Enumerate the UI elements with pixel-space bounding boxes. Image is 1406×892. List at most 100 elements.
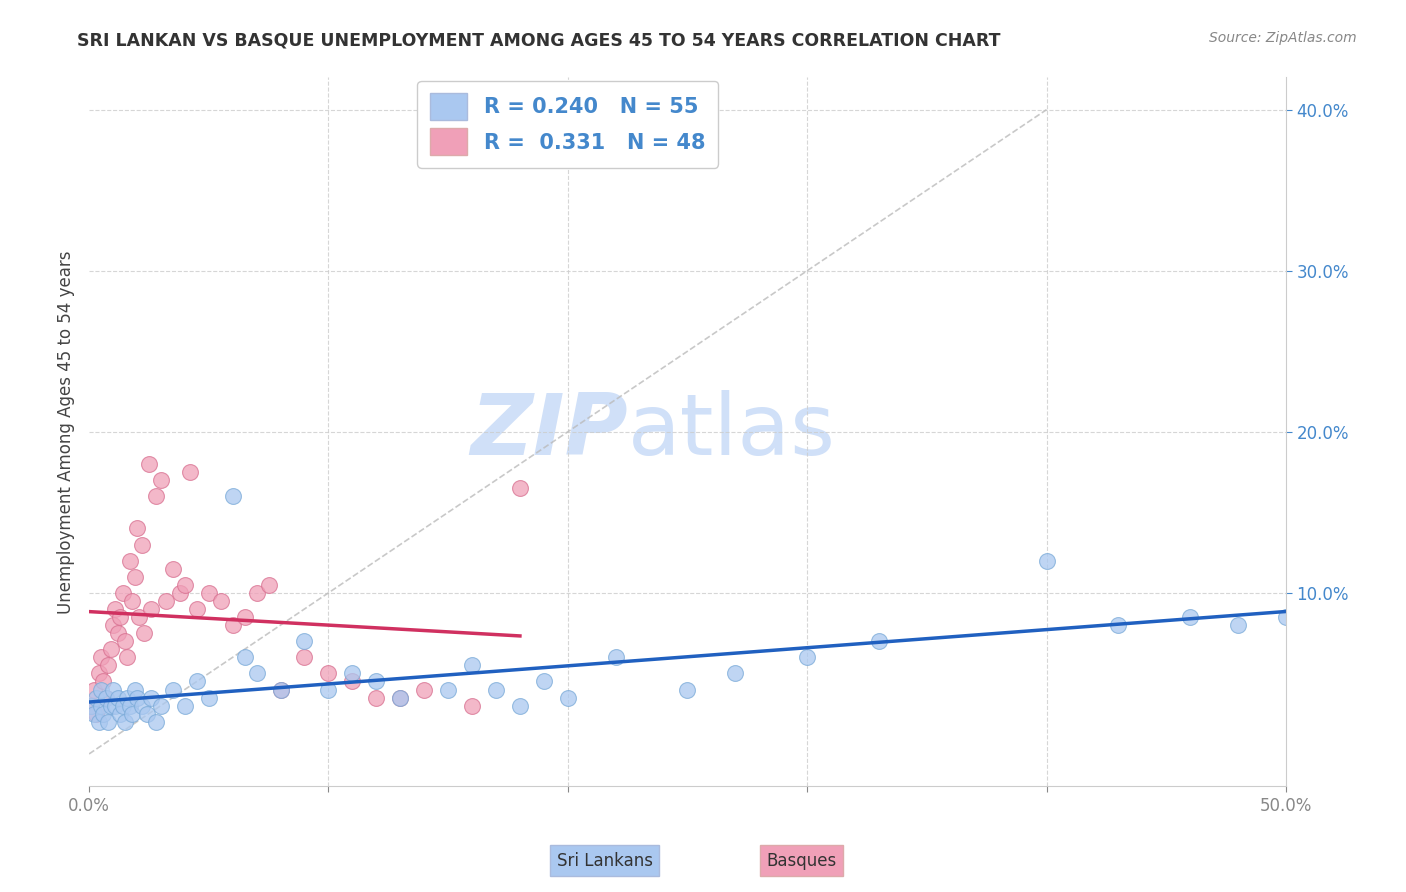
- Legend: R = 0.240   N = 55, R =  0.331   N = 48: R = 0.240 N = 55, R = 0.331 N = 48: [418, 81, 718, 168]
- Point: [108, 706, 131, 721]
- Point: [138, 457, 160, 471]
- Point: [209, 594, 232, 608]
- Point: [868, 634, 890, 648]
- Point: [97, 714, 120, 729]
- Point: [270, 682, 292, 697]
- Point: [461, 658, 484, 673]
- Point: [94, 690, 117, 705]
- Point: [104, 698, 127, 713]
- Point: [104, 602, 127, 616]
- Text: ZIP: ZIP: [470, 391, 627, 474]
- Point: [676, 682, 699, 697]
- Text: Source: ZipAtlas.com: Source: ZipAtlas.com: [1209, 31, 1357, 45]
- Point: [83, 682, 105, 697]
- Point: [389, 690, 412, 705]
- Point: [221, 618, 243, 632]
- Point: [93, 674, 115, 689]
- Point: [186, 602, 208, 616]
- Point: [121, 706, 143, 721]
- Text: SRI LANKAN VS BASQUE UNEMPLOYMENT AMONG AGES 45 TO 54 YEARS CORRELATION CHART: SRI LANKAN VS BASQUE UNEMPLOYMENT AMONG …: [77, 31, 1001, 49]
- Text: Basques: Basques: [766, 852, 837, 870]
- Text: atlas: atlas: [627, 391, 835, 474]
- Point: [257, 578, 280, 592]
- Point: [162, 682, 184, 697]
- Point: [796, 650, 818, 665]
- Point: [1107, 618, 1129, 632]
- Point: [437, 682, 460, 697]
- Point: [233, 610, 256, 624]
- Point: [145, 489, 167, 503]
- Point: [197, 690, 219, 705]
- Point: [141, 690, 163, 705]
- Point: [80, 698, 103, 713]
- Point: [1227, 618, 1250, 632]
- Point: [118, 554, 141, 568]
- Point: [246, 586, 269, 600]
- Point: [605, 650, 627, 665]
- Point: [135, 706, 157, 721]
- Point: [131, 537, 153, 551]
- Point: [80, 698, 103, 713]
- Point: [1178, 610, 1201, 624]
- Point: [134, 626, 156, 640]
- Point: [100, 642, 122, 657]
- Point: [87, 666, 110, 681]
- Point: [485, 682, 508, 697]
- Point: [141, 602, 163, 616]
- Point: [101, 618, 124, 632]
- Point: [173, 698, 195, 713]
- Point: [389, 690, 412, 705]
- Point: [724, 666, 747, 681]
- Point: [107, 626, 129, 640]
- Point: [114, 634, 136, 648]
- Point: [533, 674, 555, 689]
- Point: [557, 690, 579, 705]
- Point: [84, 706, 107, 721]
- Point: [125, 521, 148, 535]
- Point: [318, 666, 340, 681]
- Point: [246, 666, 269, 681]
- Point: [145, 714, 167, 729]
- Point: [117, 650, 139, 665]
- Point: [90, 698, 112, 713]
- Point: [121, 594, 143, 608]
- Point: [149, 473, 172, 487]
- Point: [100, 698, 122, 713]
- Point: [461, 698, 484, 713]
- Text: Sri Lankans: Sri Lankans: [557, 852, 652, 870]
- Point: [107, 690, 129, 705]
- Point: [509, 698, 531, 713]
- Point: [197, 586, 219, 600]
- Point: [1035, 554, 1057, 568]
- Point: [94, 690, 117, 705]
- Point: [124, 682, 146, 697]
- Point: [169, 586, 191, 600]
- Point: [509, 481, 531, 495]
- Point: [318, 682, 340, 697]
- Y-axis label: Unemployment Among Ages 45 to 54 years: Unemployment Among Ages 45 to 54 years: [58, 250, 75, 614]
- Point: [342, 666, 364, 681]
- Point: [186, 674, 208, 689]
- Point: [233, 650, 256, 665]
- Point: [128, 610, 150, 624]
- Point: [111, 586, 134, 600]
- Point: [101, 682, 124, 697]
- Point: [90, 650, 112, 665]
- Point: [90, 682, 112, 697]
- Point: [221, 489, 243, 503]
- Point: [179, 465, 201, 479]
- Point: [93, 706, 115, 721]
- Point: [342, 674, 364, 689]
- Point: [83, 706, 105, 721]
- Point: [413, 682, 436, 697]
- Point: [117, 690, 139, 705]
- Point: [149, 698, 172, 713]
- Point: [114, 714, 136, 729]
- Point: [118, 698, 141, 713]
- Point: [162, 562, 184, 576]
- Point: [155, 594, 177, 608]
- Point: [87, 714, 110, 729]
- Point: [270, 682, 292, 697]
- Point: [131, 698, 153, 713]
- Point: [84, 690, 107, 705]
